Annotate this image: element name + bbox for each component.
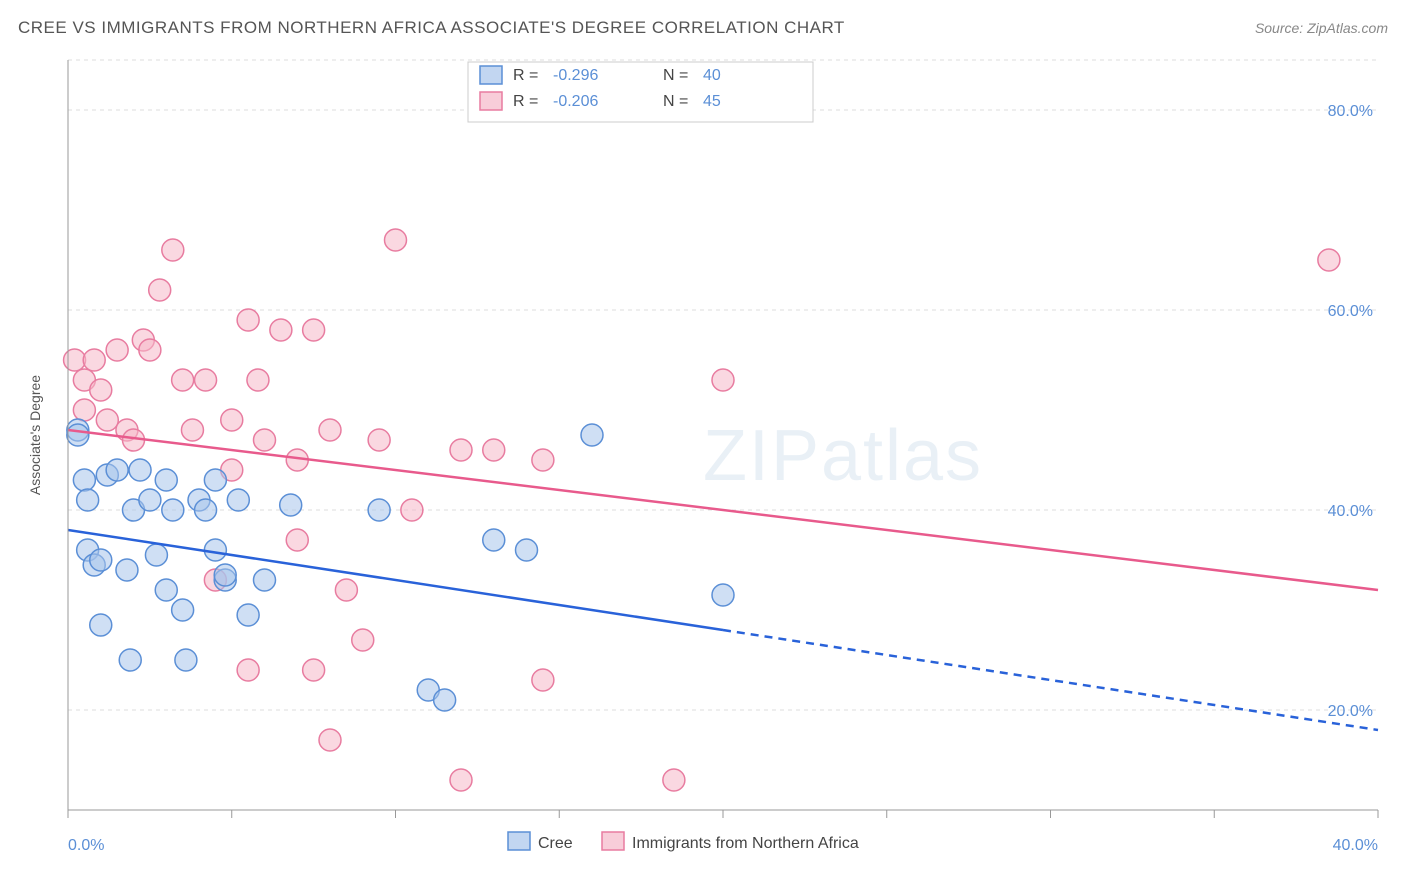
data-point [162,499,184,521]
data-point [129,459,151,481]
data-point [139,489,161,511]
legend-n-label: N = [663,67,688,84]
data-point [214,564,236,586]
legend-r-value: -0.206 [553,93,598,110]
y-tick-label: 40.0% [1328,503,1373,520]
data-point [90,614,112,636]
data-point [204,469,226,491]
data-point [119,649,141,671]
data-point [532,449,554,471]
data-point [195,369,217,391]
data-point [172,369,194,391]
data-point [663,769,685,791]
data-point [155,469,177,491]
legend-series-label: Cree [538,835,573,852]
y-tick-label: 80.0% [1328,103,1373,120]
data-point [516,539,538,561]
source-attribution: Source: ZipAtlas.com [1255,20,1388,36]
data-point [434,689,456,711]
data-point [67,424,89,446]
data-point [90,379,112,401]
legend-r-label: R = [513,67,538,84]
data-point [73,399,95,421]
x-tick-label: 0.0% [68,837,104,854]
trend-line-cree-dashed [723,630,1378,730]
data-point [90,549,112,571]
data-point [286,529,308,551]
data-point [181,419,203,441]
data-point [145,544,167,566]
data-point [162,239,184,261]
legend-n-label: N = [663,93,688,110]
data-point [1318,249,1340,271]
data-point [385,229,407,251]
data-point [712,584,734,606]
data-point [270,319,292,341]
data-point [532,669,554,691]
data-point [319,419,341,441]
data-point [195,499,217,521]
data-point [254,569,276,591]
data-point [221,409,243,431]
data-point [64,349,86,371]
data-point [155,579,177,601]
data-point [368,499,390,521]
data-point [227,489,249,511]
legend-r-label: R = [513,93,538,110]
data-point [450,439,472,461]
legend-swatch [480,92,502,110]
legend-n-value: 45 [703,93,721,110]
data-point [280,494,302,516]
data-point [237,604,259,626]
data-point [204,539,226,561]
data-point [319,729,341,751]
data-point [175,649,197,671]
chart-title: CREE VS IMMIGRANTS FROM NORTHERN AFRICA … [18,18,845,38]
legend-swatch [602,832,624,850]
data-point [581,424,603,446]
data-point [237,309,259,331]
legend-swatch [480,66,502,84]
data-point [303,319,325,341]
header: CREE VS IMMIGRANTS FROM NORTHERN AFRICA … [18,18,1388,38]
data-point [106,339,128,361]
legend-series-label: Immigrants from Northern Africa [632,835,859,852]
data-point [401,499,423,521]
watermark: ZIPatlas [703,416,983,496]
legend-swatch [508,832,530,850]
data-point [83,349,105,371]
chart-container: ZIPatlas 0.0% 40.0% 20.0% 40.0% 60.0% 80.0% Ass… [18,50,1388,874]
data-point [483,439,505,461]
data-point [483,529,505,551]
data-point [73,469,95,491]
legend-r-value: -0.296 [553,67,598,84]
data-point [450,769,472,791]
data-point [106,459,128,481]
data-point [247,369,269,391]
y-tick-label: 20.0% [1328,703,1373,720]
data-point [712,369,734,391]
scatter-chart: ZIPatlas 0.0% 40.0% 20.0% 40.0% 60.0% 80.0% Ass… [18,50,1388,874]
data-point [368,429,390,451]
y-tick-label: 60.0% [1328,303,1373,320]
data-point [352,629,374,651]
data-point [139,339,161,361]
y-axis-label: Associate's Degree [27,375,43,495]
x-tick-label: 40.0% [1333,837,1378,854]
data-point [77,489,99,511]
data-point [237,659,259,681]
data-point [303,659,325,681]
legend-n-value: 40 [703,67,721,84]
data-point [335,579,357,601]
data-point [96,409,118,431]
data-point [254,429,276,451]
data-point [172,599,194,621]
data-point [116,559,138,581]
data-point [149,279,171,301]
